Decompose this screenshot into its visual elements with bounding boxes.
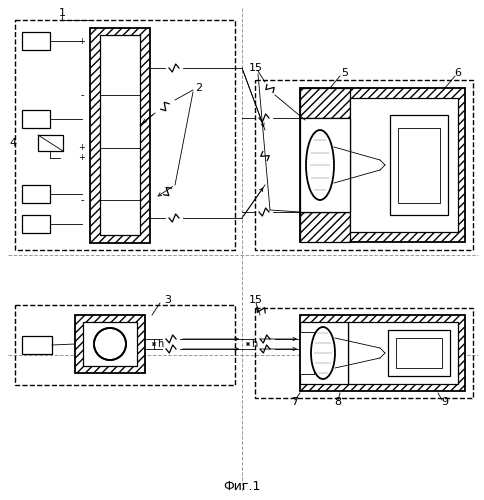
Text: 4: 4 xyxy=(9,138,16,148)
Text: -: - xyxy=(80,195,84,205)
Bar xyxy=(255,80,473,250)
Text: 2: 2 xyxy=(195,83,202,93)
Bar xyxy=(388,330,450,376)
Bar xyxy=(300,88,465,242)
Bar xyxy=(38,135,63,151)
Text: +: + xyxy=(78,38,86,46)
Bar xyxy=(22,215,50,233)
Text: 9: 9 xyxy=(441,397,449,407)
Ellipse shape xyxy=(311,327,335,379)
Text: Фиг.1: Фиг.1 xyxy=(223,480,261,494)
Bar xyxy=(300,315,465,391)
Ellipse shape xyxy=(306,130,334,200)
Text: 15: 15 xyxy=(249,295,263,305)
Bar xyxy=(300,88,350,118)
Bar xyxy=(300,332,314,374)
Text: 3: 3 xyxy=(165,295,171,305)
Bar xyxy=(15,305,235,385)
Text: 5: 5 xyxy=(342,68,348,78)
Bar xyxy=(100,35,140,235)
Bar xyxy=(398,128,440,203)
Circle shape xyxy=(94,328,126,360)
Bar xyxy=(22,336,52,354)
Text: -: - xyxy=(80,90,84,100)
Text: 8: 8 xyxy=(334,397,342,407)
Text: 6: 6 xyxy=(454,68,462,78)
Text: 7: 7 xyxy=(291,397,299,407)
Text: h: h xyxy=(157,339,163,349)
Text: h: h xyxy=(251,339,257,349)
Bar xyxy=(83,322,137,366)
Text: +: + xyxy=(78,154,86,162)
Bar xyxy=(90,28,150,243)
Text: 1: 1 xyxy=(59,8,65,18)
Bar xyxy=(22,110,50,128)
Bar xyxy=(15,20,235,250)
Bar xyxy=(348,322,458,384)
Text: +: + xyxy=(78,144,86,152)
Text: 15: 15 xyxy=(249,63,263,73)
Bar xyxy=(75,315,145,373)
Bar xyxy=(350,98,458,232)
Bar xyxy=(22,185,50,203)
Bar xyxy=(396,338,442,368)
Bar xyxy=(300,212,350,242)
Bar xyxy=(300,322,348,384)
Bar xyxy=(255,308,473,398)
Bar xyxy=(390,115,448,215)
Bar xyxy=(300,118,350,212)
Bar xyxy=(22,32,50,50)
